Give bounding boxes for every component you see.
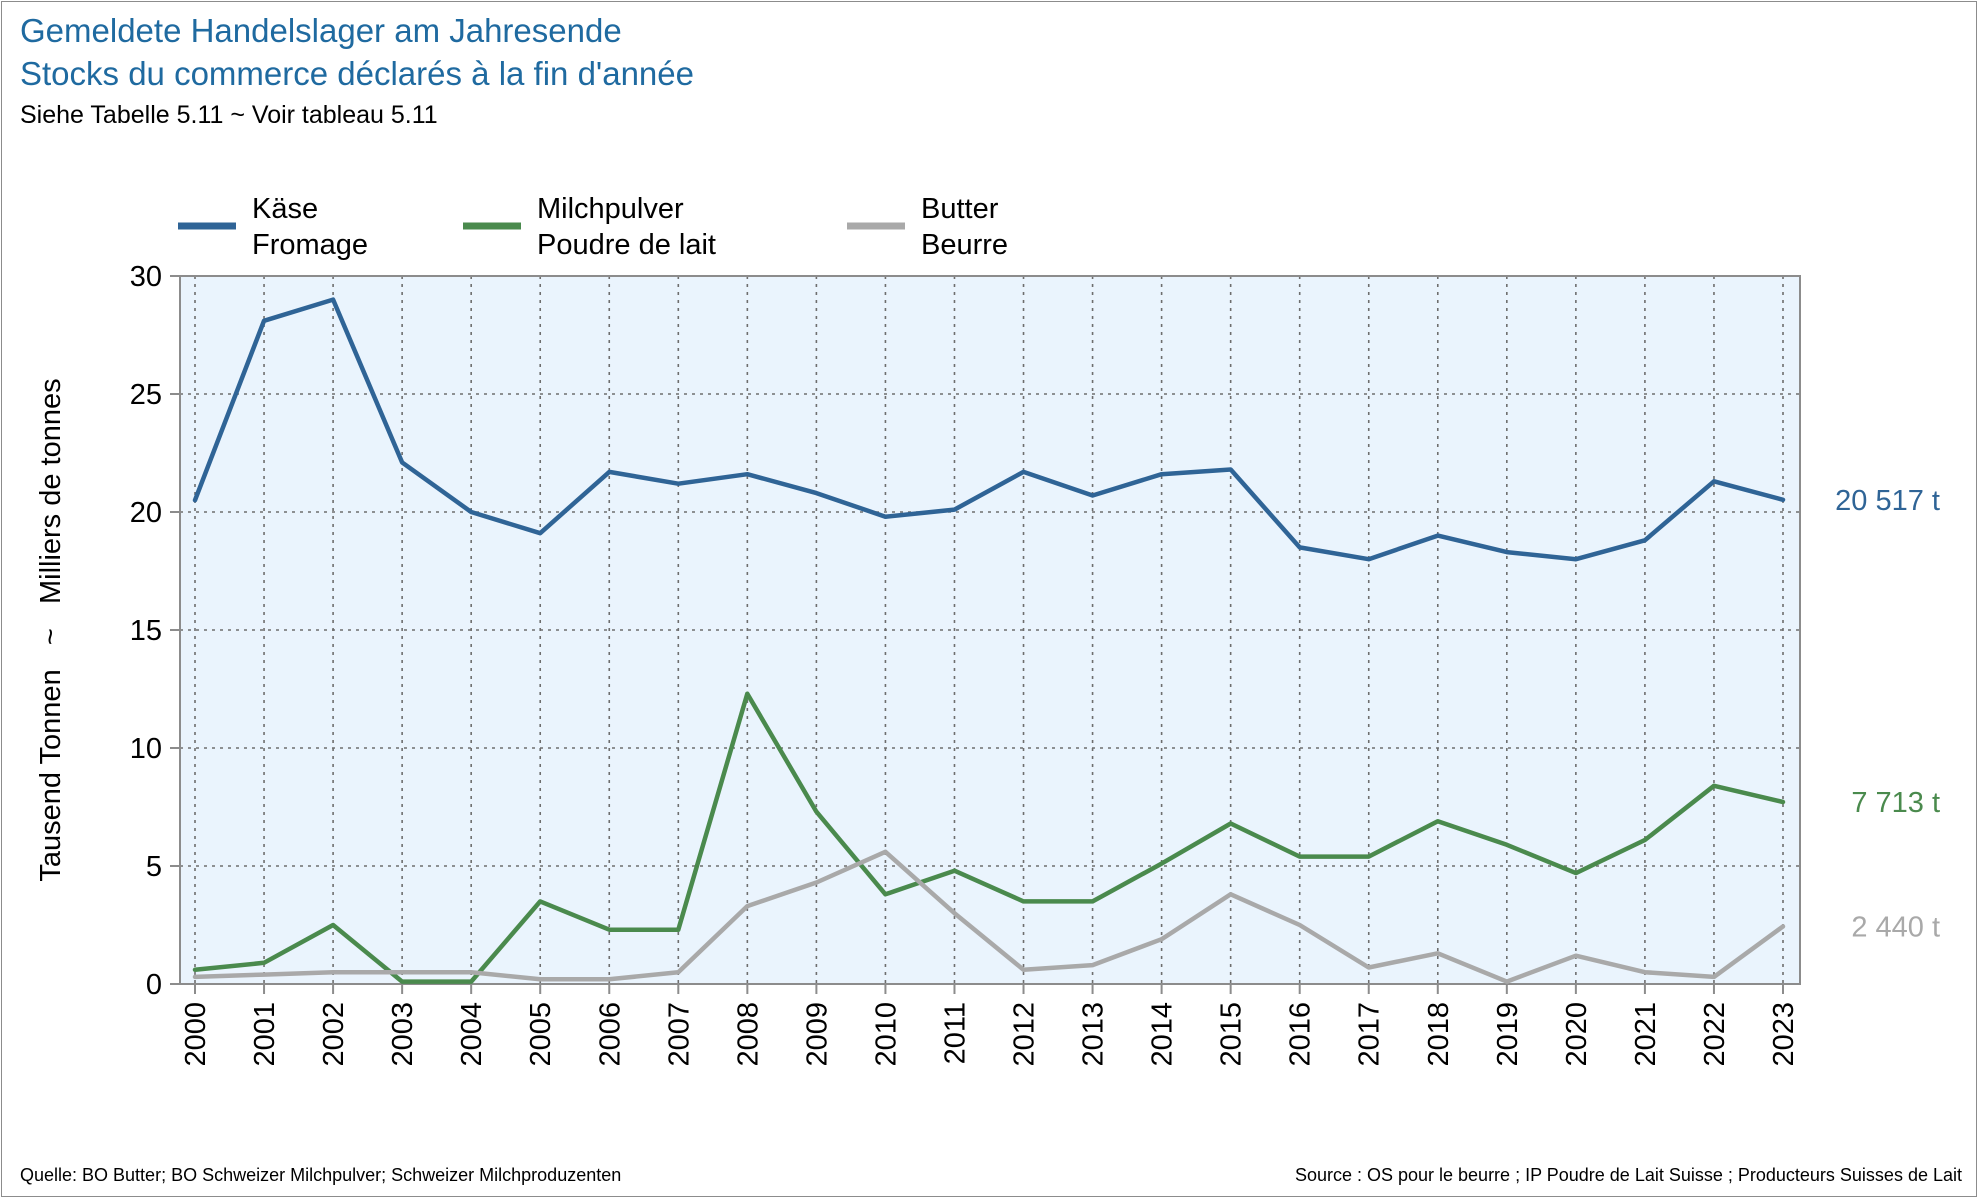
series-line-käse: [192, 297, 1786, 562]
y-tick-label: 15: [130, 615, 162, 647]
x-tick-label: 2011: [939, 1002, 971, 1064]
end-label-käse: 20 517 t: [1835, 485, 1940, 517]
x-tick-label: 2018: [1423, 1002, 1455, 1067]
y-tick-label: 0: [146, 969, 162, 1001]
legend-label-käse: Käse: [252, 193, 318, 225]
x-tick-label: 2007: [663, 1002, 695, 1067]
x-tick-label: 2020: [1561, 1002, 1593, 1067]
chart-title-de: Gemeldete Handelslager am Jahresende: [20, 12, 622, 49]
x-tick-label: 2005: [525, 1002, 557, 1067]
x-tick-label: 2019: [1492, 1002, 1524, 1067]
x-tick-label: 2021: [1630, 1002, 1662, 1067]
end-labels: 20 517 t 7 713 t 2 440 t: [1835, 485, 1940, 944]
x-tick-label: 2006: [594, 1002, 626, 1067]
x-tick-label: 2008: [732, 1002, 764, 1067]
end-label-butter: 2 440 t: [1851, 911, 1940, 943]
source-note-fr: Source : OS pour le beurre ; IP Poudre d…: [1294, 1165, 1962, 1185]
x-tick-label: 2009: [801, 1002, 833, 1067]
legend: Käse Fromage Milchpulver Poudre de lait Butt…: [178, 193, 1008, 261]
y-tick-label: 25: [130, 379, 162, 411]
axes: 0 5 10 15 20 25 30 2000 2001 2002 2003 2004 2005 2006…: [130, 261, 1801, 1067]
y-tick-label: 30: [130, 261, 162, 293]
series-lines: [192, 297, 1786, 984]
x-tick-label: 2002: [318, 1002, 350, 1067]
source-note-de: Quelle: BO Butter; BO Schweizer Milchpul…: [20, 1165, 622, 1185]
legend-label-butter: Butter: [921, 193, 999, 225]
legend-label-fr-milchpulver: Poudre de lait: [537, 229, 716, 261]
x-tick-label: 2014: [1147, 1002, 1179, 1067]
x-tick-label: 2013: [1078, 1002, 1110, 1067]
y-axis-label: Tausend Tonnen ~ Milliers de tonnes: [35, 378, 67, 881]
chart-subtitle: Siehe Tabelle 5.11 ~ Voir tableau 5.11: [20, 101, 438, 129]
legend-label-milchpulver: Milchpulver: [537, 193, 684, 225]
x-tick-label: 2001: [249, 1002, 281, 1067]
x-tick-label: 2000: [180, 1002, 212, 1067]
x-tick-label: 2004: [456, 1002, 488, 1067]
y-tick-label: 10: [130, 733, 162, 765]
series-line-butter: [192, 849, 1786, 984]
end-label-milchpulver: 7 713 t: [1851, 787, 1940, 819]
series-line-milchpulver: [192, 691, 1786, 984]
x-tick-label: 2010: [870, 1002, 902, 1067]
x-tick-label: 2023: [1768, 1002, 1800, 1067]
x-tick-label: 2016: [1285, 1002, 1317, 1067]
x-tick-label: 2003: [387, 1002, 419, 1067]
x-tick-label: 2017: [1354, 1002, 1386, 1067]
x-tick-label: 2022: [1699, 1002, 1731, 1067]
legend-label-fr-butter: Beurre: [921, 229, 1008, 261]
x-tick-label: 2012: [1009, 1002, 1041, 1067]
y-tick-label: 20: [130, 497, 162, 529]
legend-label-fr-käse: Fromage: [252, 229, 368, 261]
y-tick-label: 5: [146, 851, 162, 883]
x-tick-label: 2015: [1216, 1002, 1248, 1067]
chart-title-fr: Stocks du commerce déclarés à la fin d'a…: [20, 55, 694, 92]
